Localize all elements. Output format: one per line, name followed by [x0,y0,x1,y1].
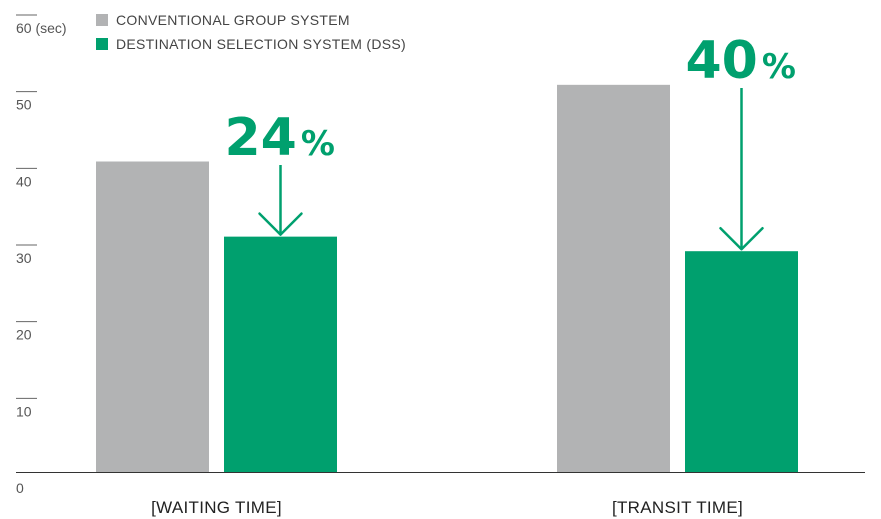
bar [557,84,670,472]
reduction-label: 24% [225,108,335,168]
arrow-head [258,212,303,236]
category-label: [WAITING TIME] [151,498,282,517]
y-tick-label: 20 [16,327,32,343]
arrow-head [719,226,764,251]
y-axis: 0 10 20 30 40 50 60 (sec) [16,14,67,496]
reduction-unit: % [301,124,335,164]
bar [685,251,798,472]
legend-swatch [96,14,108,26]
reduction-unit: % [762,47,796,87]
reduction-value: 40 [686,31,758,91]
y-tick-label: 50 [16,97,32,113]
legend: CONVENTIONAL GROUP SYSTEM DESTINATION SEL… [96,12,406,52]
legend-swatch [96,38,108,50]
legend-label: DESTINATION SELECTION SYSTEM (DSS) [116,36,406,52]
reduction-annotations: 24 %40% [225,31,796,251]
y-tick-label: 30 [16,250,32,266]
y-tick-label: 0 [16,480,24,496]
category-labels: [WAITING TIME] [TRANSIT TIME] [151,498,743,517]
reduction-value: 24 [225,108,297,168]
y-tick-label: 10 [16,403,32,419]
bar [96,161,209,472]
bar [224,236,337,472]
bars [96,84,798,472]
legend-label: CONVENTIONAL GROUP SYSTEM [116,12,350,28]
y-tick-label: 40 [16,173,32,189]
category-label: [TRANSIT TIME] [612,498,743,517]
y-tick-label: 60 (sec) [16,20,67,36]
reduction-label: 40% [686,31,796,91]
